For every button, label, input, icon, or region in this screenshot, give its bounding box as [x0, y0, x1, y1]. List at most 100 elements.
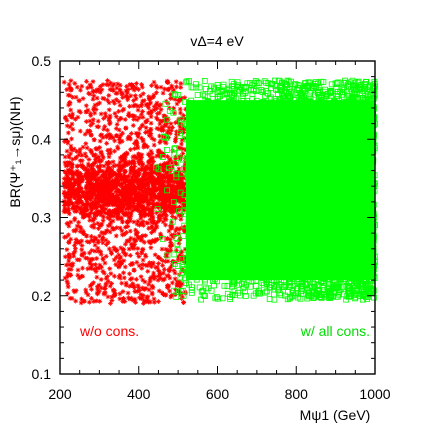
red-star-point	[94, 180, 99, 186]
red-star-point	[113, 181, 118, 187]
red-star-point	[150, 215, 155, 220]
red-star-point	[101, 208, 106, 214]
red-star-point	[135, 87, 141, 92]
red-star-point	[97, 233, 102, 239]
red-star-point	[168, 210, 174, 216]
red-star-point	[140, 175, 146, 181]
red-star-point	[106, 182, 112, 188]
red-star-point	[183, 147, 189, 153]
red-star-point	[181, 299, 186, 305]
red-star-point	[97, 262, 103, 268]
red-star-point	[92, 215, 98, 221]
red-star-point	[118, 254, 124, 260]
red-star-point	[166, 173, 172, 179]
red-star-point	[151, 270, 157, 276]
red-star-point	[134, 139, 139, 145]
red-star-point	[81, 189, 87, 195]
red-star-point	[95, 240, 101, 245]
red-star-point	[162, 276, 167, 282]
red-star-point	[146, 105, 151, 111]
red-star-point	[75, 187, 81, 193]
red-star-point	[72, 80, 78, 86]
red-star-point	[125, 95, 131, 100]
red-star-point	[121, 172, 127, 178]
red-star-point	[61, 198, 67, 204]
red-star-point	[129, 276, 135, 281]
red-star-point	[134, 141, 140, 147]
red-star-point	[125, 202, 131, 208]
red-star-point	[70, 181, 76, 186]
red-star-point	[74, 168, 80, 174]
red-star-point	[84, 239, 90, 244]
red-star-point	[114, 254, 119, 260]
red-star-point	[83, 287, 89, 293]
red-star-point	[156, 150, 162, 156]
red-star-point	[90, 216, 96, 222]
red-star-point	[134, 221, 140, 227]
red-star-point	[109, 213, 115, 218]
red-star-point	[89, 223, 95, 229]
red-star-point	[94, 256, 100, 261]
red-star-point	[128, 212, 134, 218]
red-star-point	[173, 79, 179, 85]
red-star-point	[124, 218, 130, 224]
red-star-point	[152, 252, 158, 258]
red-star-point	[178, 127, 184, 133]
red-star-point	[130, 261, 136, 267]
red-star-point	[94, 95, 100, 101]
red-star-point	[86, 157, 92, 162]
red-star-point	[69, 175, 75, 181]
red-star-point	[82, 298, 87, 304]
red-star-point	[151, 203, 157, 209]
red-star-point	[160, 198, 166, 204]
red-star-point	[149, 110, 154, 116]
red-star-point	[163, 123, 169, 129]
red-star-point	[99, 206, 105, 212]
red-star-point	[78, 87, 83, 93]
red-star-point	[66, 195, 72, 201]
red-star-point	[182, 116, 188, 122]
green-square-point	[179, 156, 186, 163]
red-star-point	[150, 184, 156, 190]
red-star-point	[88, 84, 94, 90]
red-star-point	[131, 191, 137, 197]
red-star-point	[120, 197, 126, 203]
green-square-point	[220, 84, 227, 91]
green-square-point	[235, 289, 241, 296]
red-star-point	[89, 248, 95, 253]
red-star-point	[94, 183, 100, 189]
red-star-point	[99, 189, 104, 195]
red-star-point	[107, 193, 113, 199]
green-square-point	[224, 283, 231, 290]
red-star-point	[167, 195, 172, 200]
red-star-point	[140, 109, 145, 114]
red-star-point	[91, 105, 97, 111]
red-star-point	[74, 257, 80, 263]
red-star-point	[139, 165, 145, 171]
red-star-point	[132, 188, 138, 194]
red-star-point	[131, 285, 137, 291]
red-star-point	[75, 173, 81, 179]
red-star-point	[61, 203, 67, 208]
red-star-point	[118, 259, 124, 265]
red-star-point	[63, 163, 69, 169]
red-star-point	[134, 251, 140, 256]
red-star-point	[117, 225, 123, 231]
red-star-point	[72, 217, 78, 223]
green-square-point	[200, 91, 206, 98]
red-star-point	[148, 264, 154, 270]
red-star-point	[143, 130, 148, 135]
red-star-point	[154, 153, 160, 159]
red-star-point	[103, 253, 109, 259]
red-star-point	[165, 116, 171, 122]
red-star-point	[108, 271, 114, 277]
red-star-point	[85, 161, 91, 167]
red-star-point	[65, 284, 71, 290]
red-star-point	[64, 175, 70, 181]
red-star-point	[107, 179, 113, 184]
red-star-point	[182, 181, 188, 187]
red-star-point	[84, 233, 90, 239]
red-star-point	[66, 180, 72, 186]
red-star-point	[138, 296, 144, 302]
red-star-point	[71, 204, 77, 210]
